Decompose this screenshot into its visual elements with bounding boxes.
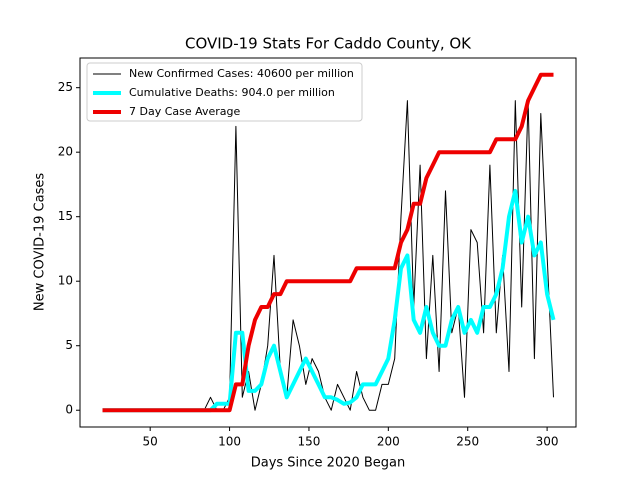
y-tick-label: 20 (58, 145, 73, 159)
legend-box (86, 62, 363, 122)
x-tick-label: 200 (377, 435, 400, 449)
x-tick-label: 250 (456, 435, 479, 449)
x-tick-label: 100 (218, 435, 241, 449)
y-tick-label: 25 (58, 80, 73, 94)
y-tick-label: 0 (65, 403, 73, 417)
y-tick-label: 10 (58, 274, 73, 288)
x-tick-label: 50 (143, 435, 158, 449)
legend-label: Cumulative Deaths: 904.0 per million (129, 86, 335, 99)
legend-label: 7 Day Case Average (129, 105, 241, 118)
chart-title: COVID-19 Stats For Caddo County, OK (185, 35, 472, 53)
y-tick-label: 5 (65, 338, 73, 352)
legend-label: New Confirmed Cases: 40600 per million (129, 67, 354, 80)
x-tick-label: 150 (297, 435, 320, 449)
legend: New Confirmed Cases: 40600 per million Cu… (86, 62, 363, 122)
plot-frame (79, 57, 577, 428)
series-line (102, 72, 554, 413)
x-tick-label: 300 (536, 435, 559, 449)
y-tick-label: 15 (58, 209, 73, 223)
x-axis-label: Days Since 2020 Began (251, 456, 406, 471)
y-axis-label: New COVID-19 Cases (33, 173, 48, 311)
